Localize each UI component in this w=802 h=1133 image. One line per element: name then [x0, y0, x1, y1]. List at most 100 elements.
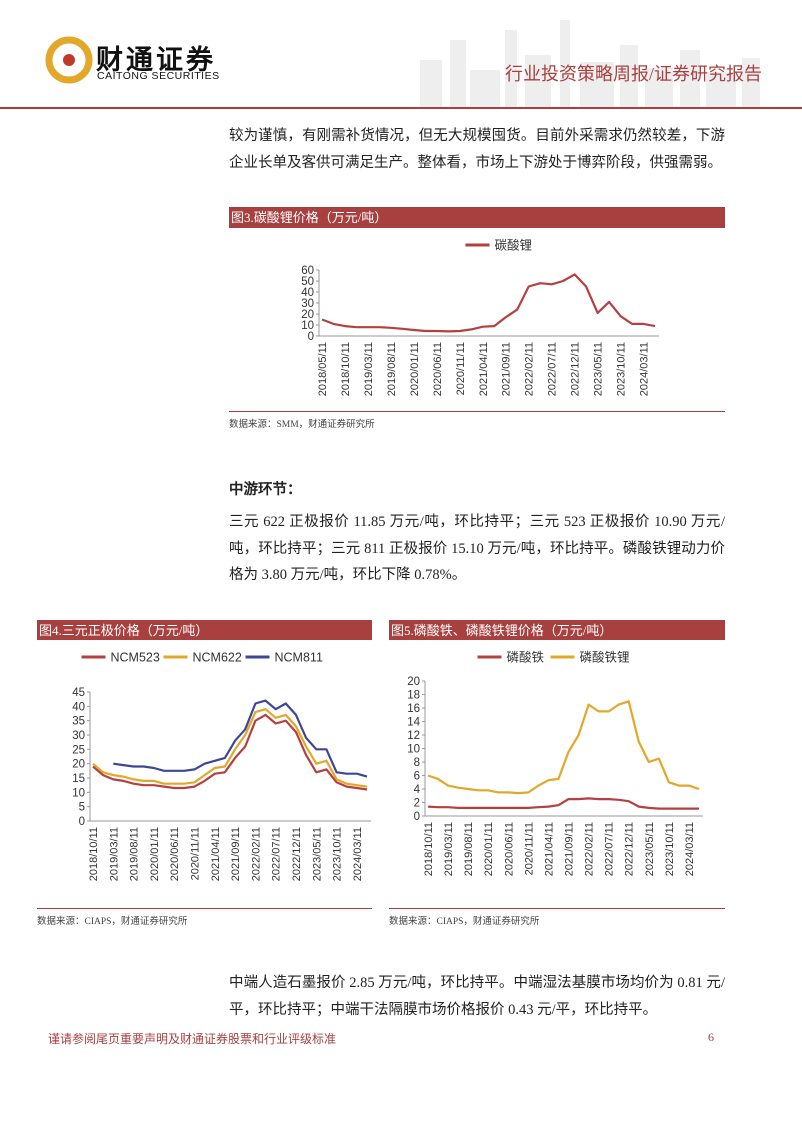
x-tick-label: 2020/01/11 — [149, 827, 161, 881]
x-tick-label: 2022/02/11 — [584, 822, 596, 876]
x-tick-label: 2018/05/11 — [317, 342, 329, 396]
x-tick-label: 2020/01/11 — [483, 822, 495, 876]
y-tick-label: 10 — [407, 744, 420, 756]
x-tick-label: 2022/07/11 — [604, 822, 616, 876]
x-tick-label: 2020/06/11 — [503, 822, 515, 876]
legend-label: NCM622 — [193, 651, 242, 665]
x-tick-label: 2021/09/11 — [230, 827, 242, 881]
y-tick-label: 6 — [414, 771, 420, 783]
x-tick-label: 2019/08/11 — [129, 827, 141, 881]
paragraph: 中端人造石墨报价 2.85 万元/吨，环比持平。中端湿法基膜市场均价为 0.81… — [229, 975, 725, 1018]
x-tick-label: 2023/05/11 — [311, 827, 323, 881]
y-tick-label: 10 — [301, 320, 314, 332]
y-tick-label: 25 — [72, 744, 85, 756]
x-tick-label: 2018/10/11 — [340, 342, 352, 396]
y-tick-label: 16 — [407, 703, 420, 715]
chart-title: 图4.三元正极价格（万元/吨） — [37, 620, 372, 640]
y-tick-label: 60 — [301, 265, 314, 277]
x-tick-label: 2021/09/11 — [564, 822, 576, 876]
x-tick-label: 2020/06/11 — [169, 827, 181, 881]
rule — [229, 411, 725, 412]
x-tick-label: 2019/03/11 — [363, 342, 375, 396]
y-tick-label: 45 — [72, 687, 85, 699]
chart-title: 图3.碳酸锂价格（万元/吨） — [229, 207, 725, 228]
y-tick-label: 14 — [407, 717, 420, 729]
rule — [389, 908, 725, 909]
chart-source: 数据来源：CIAPS，财通证券研究所 — [389, 917, 540, 927]
header-graphic — [0, 20, 802, 109]
page-number: 6 — [708, 1030, 714, 1044]
section-heading: 中游环节： — [229, 482, 302, 498]
y-tick-label: 18 — [407, 690, 420, 702]
x-tick-label: 2020/06/11 — [432, 342, 444, 396]
x-tick-label: 2023/05/11 — [644, 822, 656, 876]
x-tick-label: 2022/07/11 — [547, 342, 559, 396]
x-tick-label: 2022/07/11 — [271, 827, 283, 881]
x-tick-label: 2018/10/11 — [423, 822, 435, 876]
y-tick-label: 0 — [79, 816, 85, 828]
paragraph: 较为谨慎，有刚需补货情况，但无大规模囤货。目前外采需求仍然较差，下游企业长单及客… — [229, 128, 725, 171]
x-tick-label: 2022/12/11 — [624, 822, 636, 876]
x-tick-label: 2020/01/11 — [409, 342, 421, 396]
legend-label: 磷酸铁 — [507, 650, 545, 665]
x-tick-label: 2022/02/11 — [250, 827, 262, 881]
x-tick-label: 2023/10/11 — [664, 822, 676, 876]
x-tick-label: 2019/08/11 — [463, 822, 475, 876]
y-tick-label: 40 — [301, 287, 314, 299]
x-tick-label: 2024/03/11 — [639, 342, 651, 396]
skyline — [420, 20, 760, 108]
y-tick-label: 20 — [407, 676, 420, 688]
y-tick-label: 8 — [414, 757, 420, 769]
report-type: 行业投资策略周报/证券研究报告 — [505, 64, 762, 84]
y-tick-label: 50 — [301, 276, 314, 288]
y-tick-label: 5 — [79, 802, 85, 814]
x-tick-label: 2022/02/11 — [524, 342, 536, 396]
x-tick-label: 2022/12/11 — [570, 342, 582, 396]
y-tick-label: 15 — [72, 773, 85, 785]
series-line — [92, 708, 368, 788]
footer-disclaimer: 谨请参阅尾页重要声明及财通证券股票和行业评级标准 — [48, 1032, 337, 1046]
chart-source: 数据来源：SMM，财通证券研究所 — [229, 420, 375, 430]
series-line — [113, 699, 368, 778]
x-tick-label: 2023/10/11 — [616, 342, 628, 396]
y-tick-label: 4 — [414, 784, 421, 796]
chart-source: 数据来源：CIAPS，财通证券研究所 — [37, 917, 188, 927]
x-tick-label: 2019/03/11 — [108, 827, 120, 881]
x-tick-label: 2021/09/11 — [501, 342, 513, 396]
y-tick-label: 0 — [308, 331, 314, 343]
legend-label: 磷酸铁锂 — [580, 650, 630, 665]
rule — [37, 908, 372, 909]
x-tick-label: 2023/05/11 — [593, 342, 605, 396]
x-tick-label: 2024/03/11 — [684, 822, 696, 876]
y-tick-label: 12 — [407, 730, 420, 742]
series-line — [427, 797, 699, 810]
series-line — [92, 713, 368, 791]
y-tick-label: 0 — [414, 811, 420, 823]
chart-title: 图5.磷酸铁、磷酸铁锂价格（万元/吨） — [389, 620, 725, 640]
logo-en: CAITONG SECURITIES — [97, 70, 220, 82]
logo-icon — [45, 36, 93, 84]
x-tick-label: 2024/03/11 — [352, 827, 364, 881]
series-line — [321, 273, 656, 333]
x-tick-label: 2021/04/11 — [543, 822, 555, 876]
y-tick-label: 30 — [301, 298, 314, 310]
y-tick-label: 20 — [301, 309, 314, 321]
paragraph: 三元 622 正极报价 11.85 万元/吨，环比持平；三元 523 正极报价 … — [229, 514, 725, 583]
series-line — [427, 700, 700, 795]
y-tick-label: 20 — [72, 759, 85, 771]
y-tick-label: 35 — [72, 716, 85, 728]
logo-cn: 财通证券 — [96, 45, 216, 75]
y-tick-label: 30 — [72, 730, 85, 742]
chart: 0 5 10 15 20 25 30 35 40 45 2018/10/11 2019/03/11 20… — [72, 651, 371, 881]
x-tick-label: 2022/12/11 — [291, 827, 303, 881]
x-tick-label: 2020/11/11 — [523, 822, 535, 875]
legend-label: 碳酸锂 — [495, 238, 533, 253]
x-tick-label: 2021/04/11 — [210, 827, 222, 881]
y-tick-label: 10 — [72, 787, 85, 799]
legend-label: NCM523 — [111, 651, 160, 665]
y-tick-label: 40 — [72, 701, 85, 713]
legend-label: NCM811 — [275, 651, 323, 665]
